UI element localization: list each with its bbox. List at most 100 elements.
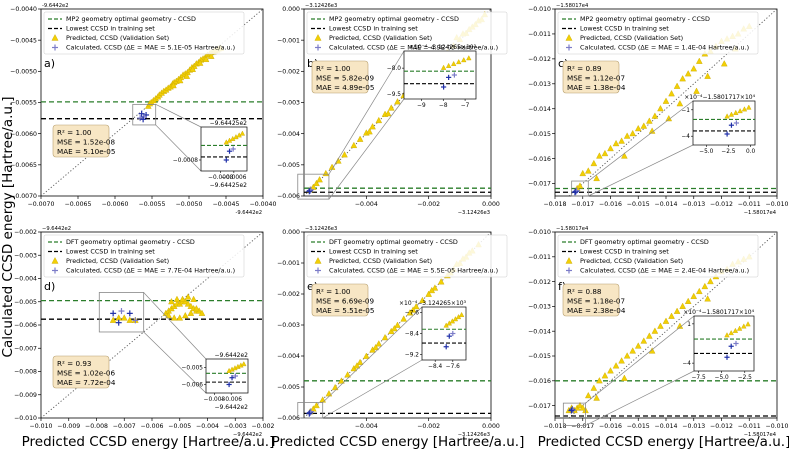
panel-2-offset-top: −3.12426e3 [305,3,337,9]
panel-5-zoom-connector [322,306,423,403]
panel-1-ytick-label: −0.0055 [10,100,37,107]
panel-6-predicted-point [690,292,698,299]
panel-5-inset-frame [421,306,467,361]
panel-4-predicted-point [165,311,172,319]
panel-3-inset-frame [692,100,756,146]
panel-1-calculated-point [137,115,144,122]
panel-1-inset-ytick-label: −0.0008 [173,158,198,164]
panel-6-inset-calculated-point [724,354,730,360]
panel-1-inset-offset-top: −9.64425e2 [210,120,248,127]
panel-6-predicted-point [629,347,637,354]
panel-1-predicted-point [207,52,215,59]
panel-2-predicted-point [384,109,392,117]
panel-6-inset-offset-top: ×10⁻⁴−1.5801717×10⁴ [683,309,754,316]
panel-2-legend-plus-swatch [315,44,321,51]
panel-1-inset-calculated-point [223,157,229,163]
panel-6-legend-plus-swatch [566,267,572,274]
panel-3-ytick-label: −0.017 [528,181,551,188]
panel-4-xtick-label: −0.004 [196,423,219,430]
panel-6-predicted-point [618,357,625,364]
panel-5-predicted-point [428,286,436,294]
panel-5-inset-ytick-label: −7.6 [405,310,419,316]
panel-3-predicted-point [629,129,637,137]
panel-1-offset-top: -9.6442e2 [42,3,69,9]
panel-6-xtick-label: −0.014 [655,423,678,430]
panel-2-predicted-point [356,135,364,142]
panel-5-predicted-point [353,362,361,369]
panel-1-legend-box [43,11,245,55]
panel-2-legend-label: Predicted, CCSD (Validation Set) [329,34,432,42]
panel-2-predicted-point [369,123,376,130]
panel-4-calculated-point [132,317,139,324]
panel-1-inset-xtick-label: −0.0008 [208,175,233,181]
panel-6-ytick-label: −0.012 [528,279,551,286]
panel-6-inset-calculated-point [728,343,734,349]
panel-5-inset-xtick-label: −8.4 [428,364,442,370]
panel-5-predicted-point [409,306,417,313]
panel-6-xtick-label: −0.018 [544,423,567,430]
panel-3-predicted-point [621,152,628,159]
panel-6-predicted-point [634,342,642,349]
panel-5-stats-box-frame [311,283,369,317]
panel-6-legend-label: Predicted, CCSD (Validation Set) [580,257,683,265]
panel-2-predicted-point [366,128,373,135]
panel-6-inset: −7.5 −5.0 −2.5 −4 1 ×10⁻⁴−1.5801717×10⁴ [682,309,754,381]
panel-1: −0.0070 −0.0065 −0.0060 −0.0055 −0.0050 −0.00… [10,3,276,216]
panel-3-offset-top: −1.58017e4 [556,3,589,9]
panel-5-inset-calculated-point [443,344,449,350]
panel-3-ytick-label: −0.013 [528,81,551,88]
panel-4-predicted-point [184,293,192,300]
panel-6-zoom-connector [585,315,695,404]
panel-1-ytick-label: −0.0065 [10,162,37,169]
panel-3-legend-box [557,11,759,55]
panel-5-ytick-label: −0.005 [277,384,300,391]
panel-6-stats-line: R² = 0.88 [567,287,602,296]
panel-5-predicted-point [381,333,389,341]
panel-4-predicted-point [193,304,200,312]
panel-3-inset-xtick-label: −5.0 [699,149,713,155]
panel-2-calculated-point [306,188,313,195]
panel-2-ytick-label: −0.002 [277,69,300,76]
panel-3-predicted-point [720,60,728,67]
panel-1-legend-label: Calculated, CCSD (ΔE = MAE = 5.1E-05 Har… [66,44,235,52]
panel-5-xtick-label: −0.004 [355,423,378,430]
panel-6-predicted-point [621,374,628,381]
panel-6-calculated-point [568,407,575,414]
panel-4-inset-calculated-point [226,381,232,388]
panel-4-predicted-point [109,316,117,323]
panel-6-predicted-point [695,287,703,295]
panel-4-predicted-point [126,316,134,323]
panel-2-inset-offset-top: ×10⁻⁴−3.124265×10³ [409,44,477,51]
panel-3-predicted-point [662,97,670,104]
panel-6-inset-xtick-label: −5.0 [715,375,729,381]
panel-3-predicted-point [695,57,703,64]
panel-3-predicted-point [596,152,603,159]
panel-5-predicted-point [363,352,370,359]
panel-3-xtick-label: −0.011 [738,201,761,208]
panel-6-legend-label: Lowest CCSD in training set [580,248,669,256]
panel-6-stats-box-frame [562,283,620,317]
panel-3-inset-predicted-point [724,113,730,119]
panel-6-inset-predicted-point [728,330,734,336]
panel-2-stats-line: R² = 1.00 [316,64,351,73]
panel-1-xtick-label: −0.0050 [176,201,203,208]
panel-4-legend-label: Predicted, CCSD (Validation Set) [66,257,169,265]
panel-3-predicted-point [640,122,648,129]
panel-2-ytick-label: −0.004 [277,131,300,138]
panel-1-predicted-point [189,65,197,72]
panel-1-zoom-region [132,103,157,126]
panel-4-ytick-label: −0.010 [14,415,37,422]
panel-4-xtick-label: −0.003 [224,423,247,430]
panel-6-legend: DFT geometry optimal geometry - CCSD Lowe… [557,234,759,278]
panel-3-predicted-point [576,182,584,189]
panel-3-xtick-label: −0.017 [571,201,594,208]
panel-6-legend-label: DFT geometry optimal geometry - CCSD [580,238,709,246]
panel-5-predicted-point [375,340,383,347]
panel-4-xtick-label: −0.005 [168,423,191,430]
panel-6-zoom-region [562,402,586,426]
panel-2-predicted-point [394,98,401,105]
panel-4-stats-line: MSE = 1.02e-06 [57,369,115,378]
